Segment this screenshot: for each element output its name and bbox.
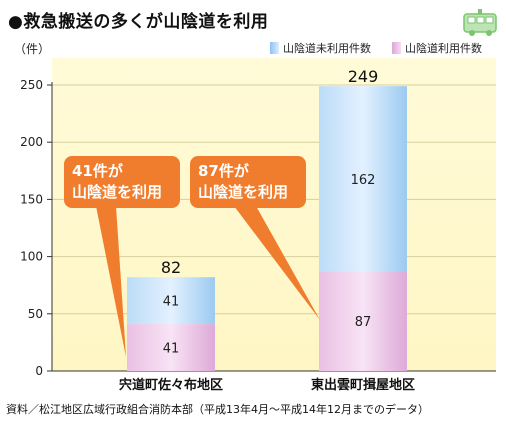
legend-label-unused: 山陰道未利用件数 (283, 42, 371, 55)
chart-title: ●救急搬送の多くが山陰道を利用 (8, 12, 269, 32)
bar-total-label: 249 (348, 67, 379, 86)
y-tick-label: 0 (35, 364, 43, 378)
source-note: 資料／松江地区広域行政組合消防本部（平成13年4月〜平成14年12月までのデータ… (6, 403, 429, 416)
callout-left: 41件が 山陰道を利用 (64, 156, 180, 208)
plot-background (52, 58, 496, 371)
segment-value-label: 41 (163, 342, 180, 357)
legend-swatch-unused (270, 42, 279, 54)
x-category-label: 宍道町佐々布地区 (119, 377, 223, 393)
legend-swatch-used (392, 42, 401, 54)
bar-segment-unused (127, 277, 215, 325)
y-tick-label: 100 (20, 250, 43, 264)
y-tick-label: 150 (20, 192, 43, 206)
bar-total-label: 82 (161, 258, 181, 277)
legend-item-used: 山陰道利用件数 (392, 40, 482, 56)
callout-right: 87件が 山陰道を利用 (190, 156, 306, 208)
segment-value-label: 41 (163, 295, 180, 310)
callout-left-pointer (96, 206, 126, 357)
legend-item-unused: 山陰道未利用件数 (270, 40, 371, 56)
callout-left-line1: 41件が (72, 162, 123, 180)
legend-label-used: 山陰道利用件数 (405, 42, 482, 55)
callout-right-line1: 87件が (198, 162, 249, 180)
callout-right-pointer (234, 206, 320, 320)
callout-right-line2: 山陰道を利用 (198, 183, 289, 201)
bar-segment-unused (319, 86, 407, 272)
segment-value-label: 87 (355, 315, 372, 330)
bar-segment-used (127, 324, 215, 371)
callout-left-line2: 山陰道を利用 (72, 183, 163, 201)
bar-segment-used (319, 271, 407, 371)
ambulance-icon (463, 9, 497, 36)
segment-value-label: 162 (351, 173, 376, 188)
y-tick-label: 200 (20, 135, 43, 149)
y-tick-label: 250 (20, 78, 43, 92)
y-axis-unit-label: （件） (14, 42, 51, 56)
x-category-label: 東出雲町揖屋地区 (311, 377, 415, 393)
y-tick-label: 50 (28, 307, 43, 321)
